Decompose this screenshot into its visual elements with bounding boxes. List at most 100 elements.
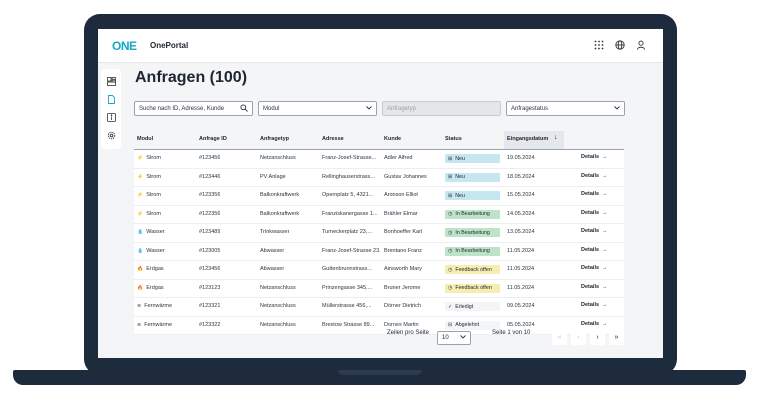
laptop-notch [338,370,422,375]
settings-icon[interactable] [104,128,118,142]
status-badge: ⊞ Neu [445,172,500,182]
arrow-right-icon: → [602,265,608,271]
status-label: Feedback offen [455,285,492,291]
document-icon[interactable] [104,92,118,106]
details-link[interactable]: Details → [581,173,608,179]
globe-icon[interactable] [613,38,627,52]
details-link[interactable]: Details → [581,321,608,327]
previous-page-button[interactable]: ‹ [571,330,586,345]
table-row[interactable]: 💧 Wasser #123489 Trinkwasser Turneckerplatz … [134,224,624,243]
cell-eingangsdatum: 14.05.2024 [507,210,535,217]
table-row[interactable]: ≋ Fernwärme #123321 Netzanschluss Müllerstra… [134,298,624,317]
column-header-anfrage-id[interactable]: Anfrage ID [199,136,227,142]
details-label: Details [581,191,600,197]
details-link[interactable]: Details → [581,265,608,271]
anfragetyp-select[interactable]: Anfragetyp [382,101,501,116]
last-page-button[interactable]: » [609,330,624,345]
page-title: Anfragen (100) [135,69,248,86]
cell-modul: 💧 Wasser [137,248,165,254]
cell-typ: Netzanschluss [260,284,296,291]
status-label: Abgelehnt [455,322,480,328]
anfragetyp-select-label: Anfragetyp [387,105,417,112]
dashboard-icon[interactable] [104,74,118,88]
table-row[interactable]: ≋ Fernwärme #123322 Netzanschluss Brestow St… [134,316,624,335]
table-row[interactable]: ⚡ Strom #122356 Balkonkraftwerk Franziskaner… [134,205,624,224]
table-row[interactable]: ⚡ Strom #123456 Netzanschluss Franz-Josef-St… [134,150,624,169]
details-link[interactable]: Details → [581,191,608,197]
status-icon: ◷ [448,211,453,217]
chevron-down-icon [460,335,466,341]
column-header-status[interactable]: Status [445,136,462,142]
user-icon[interactable] [634,38,648,52]
cell-eingangsdatum: 19.05.2024 [507,155,535,161]
modul-select-label: Modul [263,105,280,112]
cell-eingangsdatum: 11.05.2024 [507,247,535,254]
status-badge: ◷ In Bearbeitung [445,246,500,256]
cell-eingangsdatum: 18.05.2024 [507,173,535,180]
column-header-modul[interactable]: Modul [137,136,154,142]
details-link[interactable]: Details → [581,228,608,234]
column-header-adresse[interactable]: Adresse [322,136,344,142]
arrow-right-icon: → [602,191,608,197]
column-header-eingangsdatum[interactable]: Eingangsdatum [507,136,549,142]
details-link[interactable]: Details → [581,210,608,216]
laptop-base [13,370,746,385]
next-page-button[interactable]: › [590,330,605,345]
cell-id: #123489 [199,229,221,235]
status-icon: ◷ [448,248,453,254]
cell-modul: ≋ Fernwärme [137,322,172,328]
details-link[interactable]: Details → [581,154,608,160]
cell-adresse: Brestow Strasse 89... [322,321,375,328]
status-badge: ⊟ Abgelehnt [445,320,500,330]
details-label: Details [581,283,600,290]
app-name: OnePortal [150,41,189,50]
modul-select[interactable]: Modul [258,101,377,116]
cell-id: #123321 [199,303,221,309]
status-badge: ◷ Feedback offen [445,265,500,274]
module-icon: ⚡ [137,192,144,198]
status-icon: ◷ [448,266,453,273]
details-label: Details [581,209,600,216]
table-row[interactable]: 💧 Wasser #123005 Abwasser Franz-Josef-Strass… [134,242,624,261]
sorted-column-highlight [504,131,564,149]
cell-id: #123123 [199,284,221,291]
apps-grid-icon[interactable] [592,38,606,52]
requests-table: Modul Anfrage ID Anfragetyp Adresse Kund… [134,131,624,335]
sort-desc-icon[interactable]: ↓ [554,134,558,141]
table-row[interactable]: 🔥 Erdgas #123456 Abwasser Guttenbrunnstrass.… [134,261,624,280]
module-name: Strom [146,155,161,161]
module-name: Wasser [146,229,165,235]
arrow-right-icon: → [602,283,608,290]
search-placeholder: Suche nach ID, Adresse, Kunde [139,105,225,112]
cell-adresse: Franz-Josef-Strasse... [322,155,377,161]
rows-per-page-select[interactable]: 10 [437,331,471,345]
module-name: Fernwärme [144,303,173,309]
status-label: Neu [455,155,465,162]
details-label: Details [581,246,600,253]
cell-kunde: Aronson Elliot [384,192,418,198]
status-icon: ◷ [448,285,453,291]
first-page-button[interactable]: « [552,330,567,345]
table-row[interactable]: 🔥 Erdgas #123123 Netzanschluss Prinzengasse … [134,279,624,298]
status-badge: ◷ Feedback offen [445,283,500,293]
cell-id: #123456 [199,155,221,161]
details-link[interactable]: Details → [581,284,608,290]
anfragestatus-select[interactable]: Anfragestatus [506,101,625,116]
search-input[interactable]: Suche nach ID, Adresse, Kunde [134,101,253,116]
details-label: Details [581,265,600,271]
status-label: Erledigt [455,303,474,310]
info-icon[interactable] [104,110,118,124]
details-link[interactable]: Details → [581,247,608,253]
cell-kunde: Dörner Dietrich [384,303,421,309]
status-icon: ⊟ [448,322,453,328]
module-icon: ⚡ [137,155,144,161]
table-row[interactable]: ⚡ Strom #123356 Balkonkraftwerk Opernplatz 5… [134,187,624,206]
logo[interactable]: ONE [112,39,137,53]
column-header-anfragetyp[interactable]: Anfragetyp [260,136,290,142]
table-row[interactable]: ⚡ Strom #123446 PV Anlage Rellinghauserstras… [134,168,624,187]
status-badge: ⊞ Neu [445,191,500,200]
app-screen: ONE OnePortal Anfragen (100) Suche nach … [98,29,663,358]
column-header-kunde[interactable]: Kunde [384,136,402,142]
cell-kunde: Adler Alfred [384,155,413,161]
details-link[interactable]: Details → [581,302,608,308]
